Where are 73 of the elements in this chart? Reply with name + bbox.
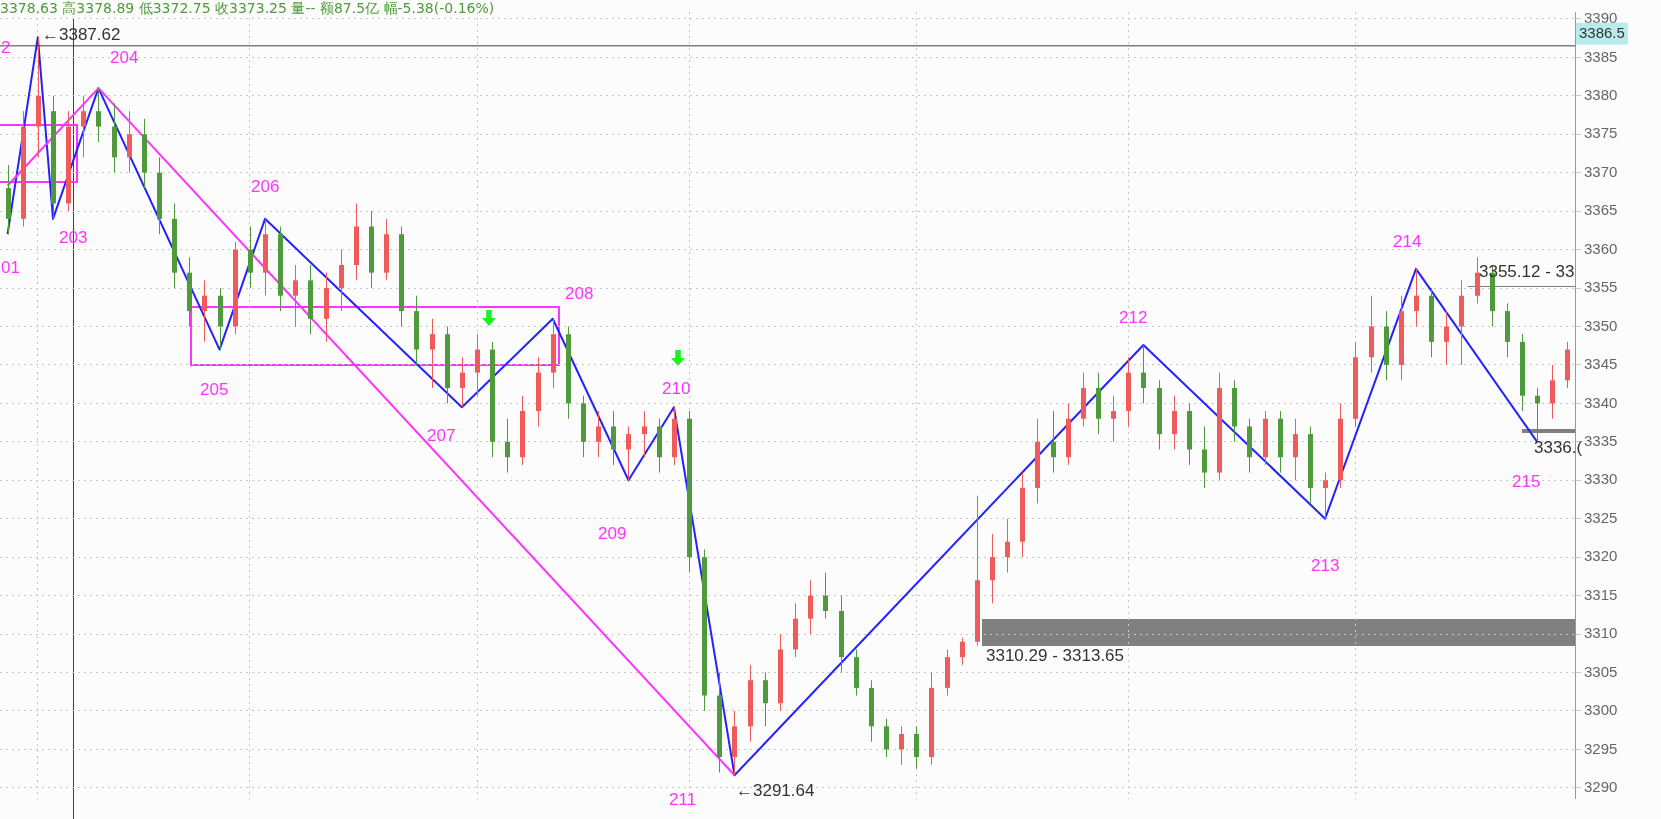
candlestick [460,356,465,408]
candlestick [127,110,132,174]
candlestick [1202,425,1207,489]
candlestick [1475,256,1480,304]
annotation: 3336.( [1534,437,1583,457]
candlestick [1293,418,1298,481]
y-tick-label: 3315 [1584,585,1618,603]
y-tick-label: 3310 [1584,624,1618,642]
candlestick [823,572,828,620]
annotation: 209 [598,523,627,543]
candlestick [96,87,101,143]
annotation: 210 [662,378,691,398]
candlestick [1111,395,1116,443]
y-tick-label: 3375 [1584,124,1618,142]
y-tick-label: 3360 [1584,239,1618,257]
candlestick [81,95,86,158]
y-tick-label: 3380 [1584,85,1618,103]
candlestick [1550,364,1555,420]
y-tick-label: 3305 [1584,662,1618,680]
candlestick [808,579,813,635]
annotation: 208 [565,283,594,303]
candlestick [960,637,965,666]
candlestick [884,718,889,758]
y-tick-label: 3350 [1584,316,1618,334]
candlestick [990,533,995,604]
y-tick-label: 3345 [1584,355,1618,373]
candlestick [611,410,616,466]
annotation: 206 [251,176,280,196]
chart-title: 3378.63 高3378.89 低3372.75 收3373.25 量-- 额87.5亿 幅-5.38(-0.16%) [0,0,495,18]
candlestick [293,264,298,327]
candlestick [1051,410,1056,474]
y-tick-label: 3370 [1584,162,1618,180]
y-tick-label: 3385 [1584,47,1618,65]
candlestick [1005,518,1010,574]
candlestick [1172,395,1177,451]
candlestick [1141,344,1146,404]
annotation: 207 [427,425,456,445]
annotation: 214 [1393,231,1422,251]
y-tick-label: 3300 [1584,701,1618,719]
annotation: 213 [1311,555,1340,575]
y-tick-label: 3320 [1584,547,1618,565]
candlestick [899,725,904,766]
annotation: 212 [1119,307,1148,327]
y-tick-label: 3355 [1584,278,1618,296]
annotation: 211 [669,789,697,809]
y-tick-label: 3295 [1584,739,1618,757]
candlestick [339,249,344,312]
candlestick [1444,310,1449,366]
candlestick [1323,472,1328,520]
candlestick [626,425,631,481]
candlestick [763,672,768,727]
candlestick [430,318,435,389]
annotation: 205 [200,379,229,399]
candlestick [202,279,207,343]
y-tick-label: 3330 [1584,470,1618,488]
annotation: 215 [1512,471,1541,491]
candlestick [248,226,253,289]
annotation: 01 [1,257,20,277]
candlestick [596,410,601,458]
candlestick [1535,387,1540,443]
annotation: ←3291.64 [736,780,815,800]
annotation: 3310.29 - 3313.65 [986,645,1125,665]
y-tick-label: 3335 [1584,431,1618,449]
y-tick-label: 3325 [1584,508,1618,526]
candlestick [505,418,510,474]
candlestick [642,410,647,458]
candlestick [475,333,480,397]
y-tick-label: 3365 [1584,201,1618,219]
candlestick [914,725,919,770]
candlestick [1414,268,1419,327]
y-tick-label: 3340 [1584,393,1618,411]
annotation: 204 [110,47,139,67]
y-tick-label: 3290 [1584,777,1618,795]
